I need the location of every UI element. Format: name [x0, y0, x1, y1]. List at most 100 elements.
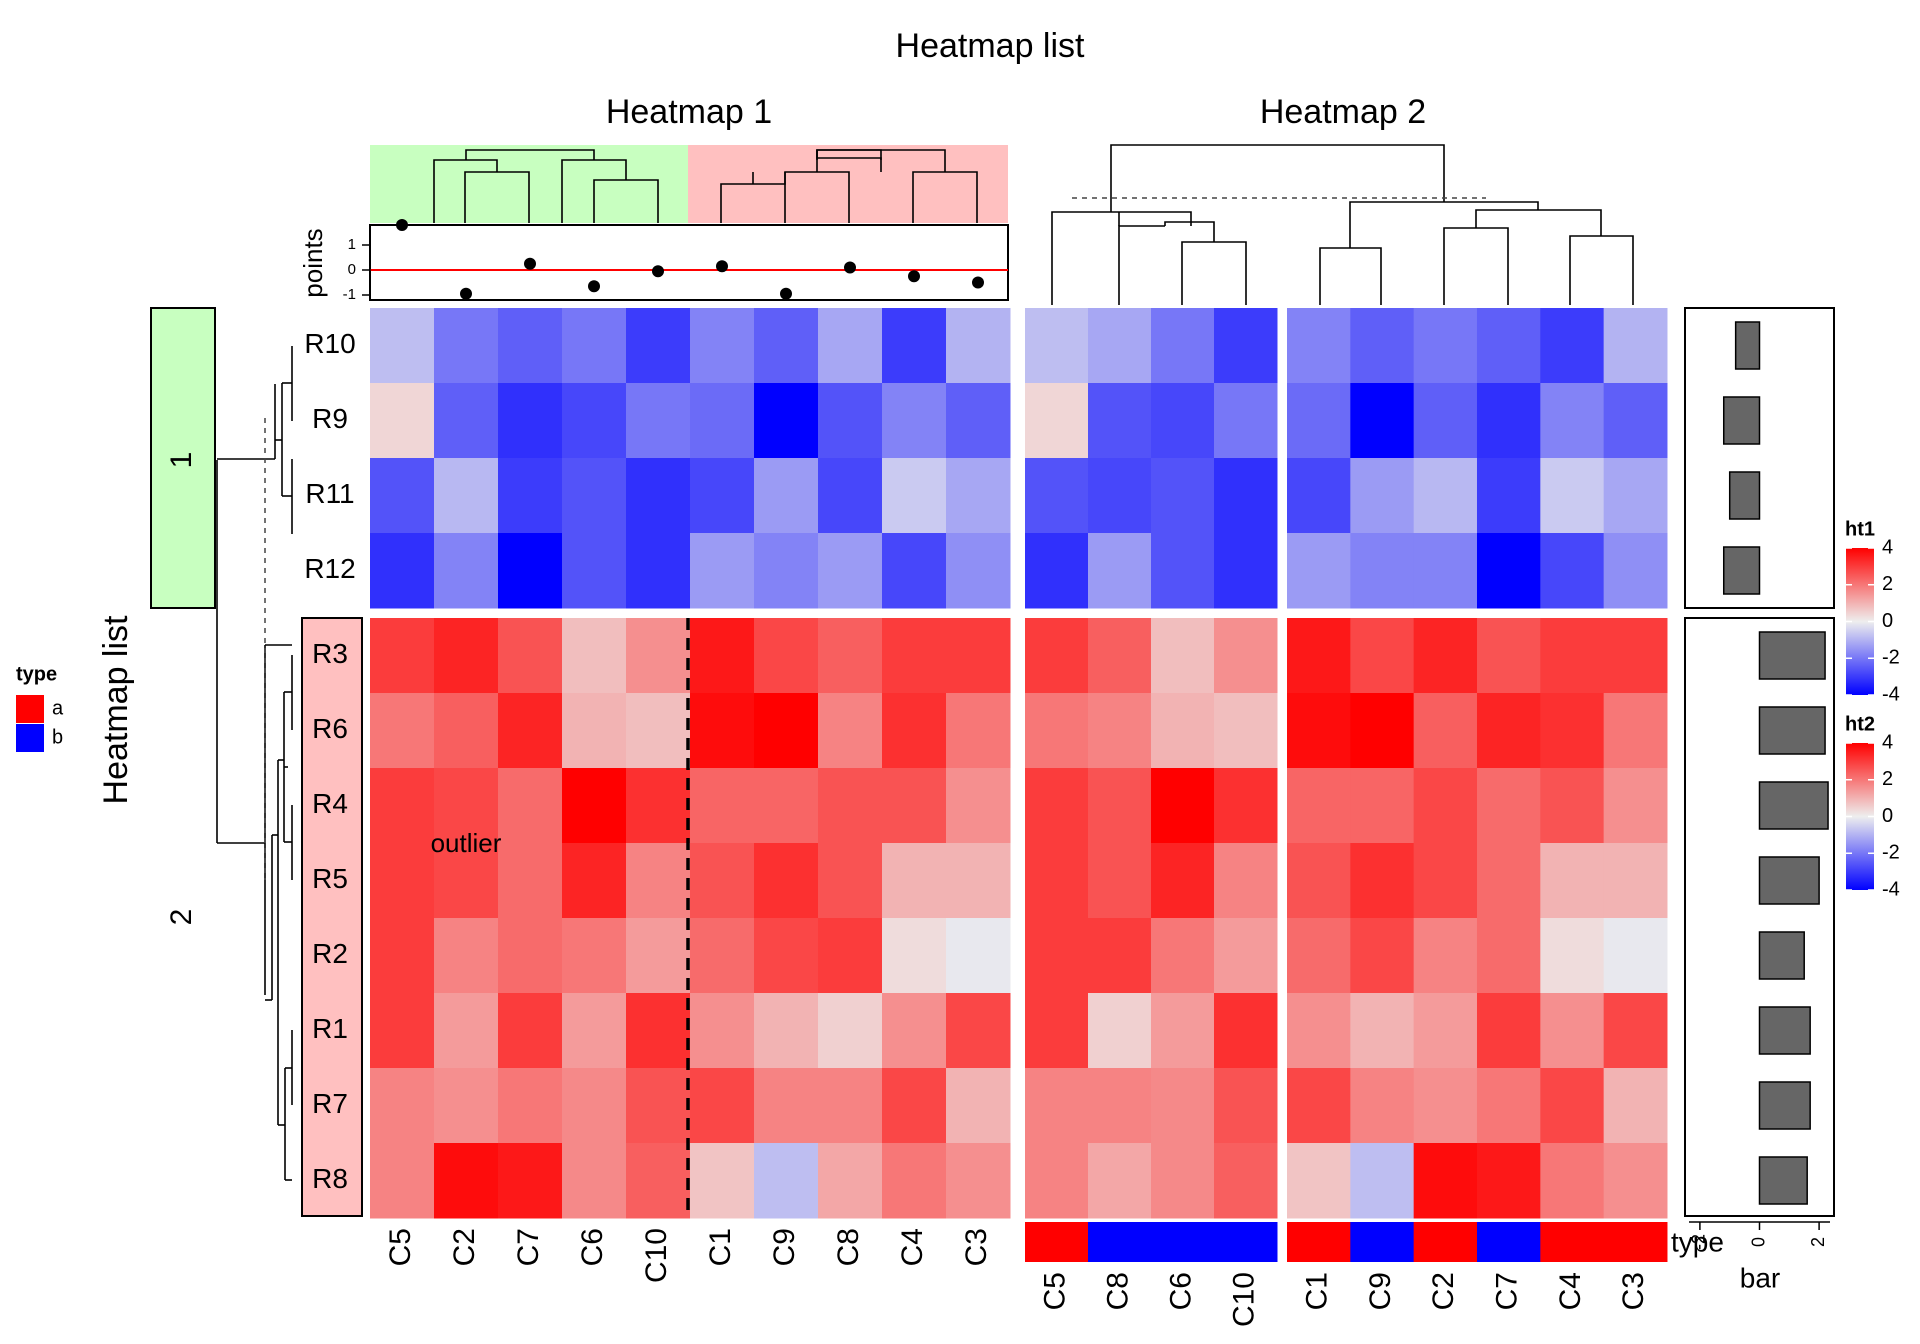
heatmap2-cell: [1025, 1143, 1089, 1219]
heatmap2-column-label: C1: [1301, 1272, 1334, 1310]
heatmap2-column-label: C7: [1491, 1272, 1524, 1310]
heatmap1-cell: [882, 693, 947, 769]
color-legend-label: 0: [1882, 805, 1893, 827]
heatmap2-cell: [1088, 1143, 1152, 1219]
heatmap2-cell: [1603, 843, 1668, 919]
heatmap1-cell: [818, 693, 883, 769]
heatmap2-title: Heatmap 2: [1260, 93, 1426, 131]
heatmap1-cell: [562, 768, 627, 844]
color-legend-title: ht2: [1845, 713, 1875, 735]
heatmap1-cell: [434, 1143, 499, 1219]
color-legend-label: -4: [1882, 878, 1900, 900]
heatmap2-cell: [1151, 768, 1215, 844]
heatmap1-cell: [882, 618, 947, 694]
points-annotation-point: [844, 261, 856, 274]
bar-annotation-frame-2: [1684, 617, 1835, 1217]
heatmap2-cell: [1540, 618, 1605, 694]
heatmap1-cell: [434, 993, 499, 1069]
heatmap1-cell: [498, 768, 563, 844]
heatmap2-cell: [1287, 458, 1351, 534]
heatmap2-cell: [1350, 768, 1415, 844]
color-legend-title: ht1: [1845, 518, 1875, 540]
heatmap2-cell: [1088, 458, 1152, 534]
heatmap1-cell: [946, 308, 1011, 384]
heatmap1-cell: [882, 768, 947, 844]
heatmap2-cell: [1540, 383, 1605, 459]
heatmap1-cell: [562, 308, 627, 384]
heatmap1-cell: [818, 1068, 883, 1144]
heatmap2-cell: [1603, 1068, 1668, 1144]
type-annotation-cell: [1088, 1222, 1152, 1262]
heatmap1-cell: [754, 843, 819, 919]
heatmap1-cell: [690, 383, 755, 459]
heatmap1-cell: [626, 1143, 691, 1219]
heatmap1-cell: [818, 993, 883, 1069]
heatmap1-cell: [754, 458, 819, 534]
heatmap1-cell: [946, 918, 1011, 994]
heatmap1-cell: [882, 1143, 947, 1219]
heatmap2-column-label: C8: [1101, 1272, 1134, 1310]
points-annotation-point: [396, 219, 408, 231]
heatmap1-cell: [498, 993, 563, 1069]
heatmap1-cell: [882, 993, 947, 1069]
heatmap1-cell: [498, 458, 563, 534]
heatmap1-cell: [562, 918, 627, 994]
heatmap1-cell: [562, 1068, 627, 1144]
heatmap1-cell: [818, 618, 883, 694]
heatmap2-cell: [1413, 533, 1478, 609]
bar-axis-tick-label: -2: [1689, 1234, 1709, 1250]
heatmap2-cell: [1413, 918, 1478, 994]
heatmap1-cell: [754, 1143, 819, 1219]
heatmap2-cell: [1476, 693, 1541, 769]
heatmap2-cell: [1476, 918, 1541, 994]
heatmap2-cell: [1025, 308, 1089, 384]
row-label: R6: [312, 713, 348, 744]
heatmap1-cell: [626, 458, 691, 534]
heatmap1-cell: [370, 618, 435, 694]
heatmap2-cell: [1214, 1143, 1278, 1219]
bar-axis-tick-label: 0: [1748, 1237, 1768, 1247]
column-dendrogram-heatmap2: [1475, 209, 1602, 236]
bar-annotation-bar: [1758, 706, 1826, 755]
heatmap2-cell: [1287, 768, 1351, 844]
heatmap1-cell: [946, 993, 1011, 1069]
heatmap1-column-label: C8: [832, 1228, 865, 1266]
heatmap1-column-label: C6: [576, 1228, 609, 1266]
heatmap1-column-label: C9: [768, 1228, 801, 1266]
heatmap1-cell: [434, 1068, 499, 1144]
heatmap1-cell: [498, 693, 563, 769]
type-annotation-cell: [1476, 1222, 1541, 1262]
heatmap2-cell: [1540, 993, 1605, 1069]
heatmap1-cell: [818, 918, 883, 994]
heatmap1-cell: [690, 843, 755, 919]
heatmap1-cell: [946, 1143, 1011, 1219]
outlier-label: outlier: [431, 828, 502, 858]
heatmap1-cell: [690, 1068, 755, 1144]
column-dendrogram-heatmap1: [912, 171, 978, 223]
row-label: R3: [312, 638, 348, 669]
bar-annotation-bar: [1758, 1156, 1808, 1205]
heatmap1-cell: [626, 918, 691, 994]
heatmap2-cell: [1350, 383, 1415, 459]
type-annotation-cell: [1350, 1222, 1415, 1262]
column-dendrogram-heatmap2: [1443, 227, 1509, 305]
heatmap1-cell: [562, 533, 627, 609]
heatmap2-cell: [1476, 308, 1541, 384]
heatmap2-cell: [1214, 458, 1278, 534]
heatmap2-cell: [1476, 768, 1541, 844]
bar-annotation-bar: [1758, 1081, 1811, 1130]
heatmap1-cell: [946, 693, 1011, 769]
heatmap2-cell: [1540, 533, 1605, 609]
heatmap2-cell: [1350, 918, 1415, 994]
heatmap2-cell: [1287, 383, 1351, 459]
heatmap1-cell: [626, 383, 691, 459]
heatmap1-cell: [498, 918, 563, 994]
heatmap1-cell: [434, 693, 499, 769]
heatmap1-cell: [882, 918, 947, 994]
heatmap1-cell: [370, 993, 435, 1069]
type-annotation-cell: [1151, 1222, 1215, 1262]
heatmap2-cell: [1214, 308, 1278, 384]
heatmap2-cell: [1603, 918, 1668, 994]
heatmap2-cell: [1214, 843, 1278, 919]
heatmap2-cell: [1540, 918, 1605, 994]
